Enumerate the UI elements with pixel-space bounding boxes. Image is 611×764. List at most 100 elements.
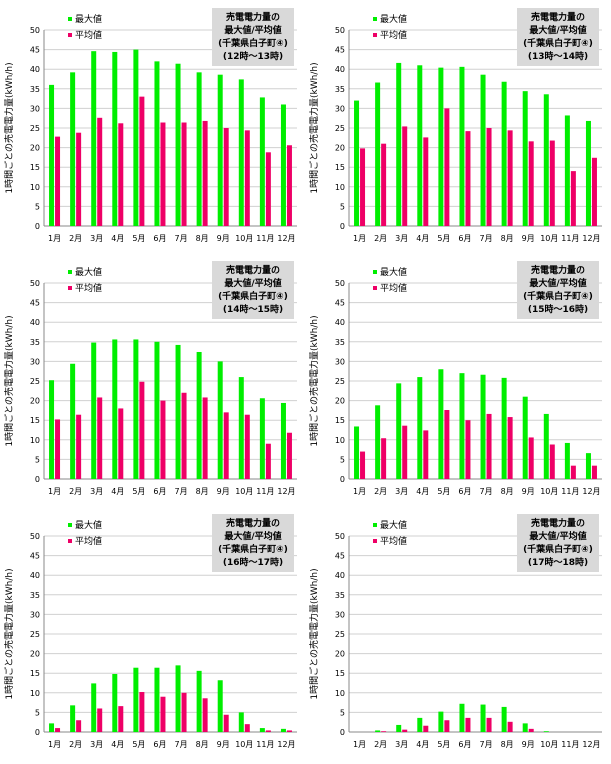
y-tick-label: 40 xyxy=(30,318,40,327)
y-tick-label: 25 xyxy=(335,377,345,386)
bar-avg-6 xyxy=(465,717,471,732)
bar-avg-10 xyxy=(549,140,555,226)
legend-swatch xyxy=(373,286,377,290)
y-tick-label: 40 xyxy=(335,318,345,327)
bar-avg-4 xyxy=(118,123,124,226)
y-tick-label: 25 xyxy=(335,630,345,639)
chart-title-line: (15時～16時) xyxy=(528,303,588,315)
x-tick-label: 7月 xyxy=(174,487,187,496)
y-tick-label: 20 xyxy=(335,650,345,659)
x-tick-label: 6月 xyxy=(153,487,166,496)
x-tick-label: 4月 xyxy=(111,487,124,496)
bar-max-10 xyxy=(238,712,244,732)
bar-max-3 xyxy=(396,62,402,226)
y-tick-label: 50 xyxy=(335,532,345,541)
bar-avg-9 xyxy=(223,128,229,226)
chart-title-line: 最大値/平均値 xyxy=(224,530,281,542)
x-tick-label: 3月 xyxy=(395,740,408,749)
x-tick-label: 4月 xyxy=(416,487,429,496)
chart-title-line: (千葉県白子町④) xyxy=(523,37,593,49)
bar-max-10 xyxy=(238,79,244,226)
bar-avg-9 xyxy=(528,141,534,226)
legend-label: 最大値 xyxy=(75,519,102,531)
legend-label: 平均値 xyxy=(380,29,407,41)
x-tick-label: 1月 xyxy=(353,740,366,749)
x-tick-label: 9月 xyxy=(522,234,535,243)
legend-swatch xyxy=(68,286,72,290)
bar-max-7 xyxy=(480,704,486,732)
y-axis-title: 1時間ごとの売電電力量(kWh/h) xyxy=(308,568,320,699)
bar-max-9 xyxy=(522,91,528,226)
bar-max-10 xyxy=(543,731,549,732)
x-tick-label: 5月 xyxy=(132,487,145,496)
bar-max-3 xyxy=(396,383,402,479)
bar-max-11 xyxy=(259,728,265,732)
y-tick-label: 35 xyxy=(335,338,345,347)
y-tick-label: 45 xyxy=(335,46,345,55)
y-tick-label: 0 xyxy=(35,222,40,231)
bar-max-2 xyxy=(375,405,381,479)
x-tick-label: 7月 xyxy=(479,234,492,243)
bar-max-5 xyxy=(133,667,139,732)
x-tick-label: 2月 xyxy=(69,487,82,496)
legend-label: 平均値 xyxy=(380,535,407,547)
x-tick-label: 8月 xyxy=(196,487,209,496)
chart-3: 0 5 10 15 20 25 30 35 40 45 50 1時間ごとの売電電力量(kWh/h) 1月… xyxy=(3,261,297,496)
y-tick-label: 40 xyxy=(30,571,40,580)
bar-max-7 xyxy=(480,74,486,226)
bar-avg-9 xyxy=(528,728,534,732)
bar-avg-2 xyxy=(381,438,387,479)
bar-max-5 xyxy=(438,67,444,226)
bar-avg-2 xyxy=(76,414,82,479)
chart-title-line: 売電電力量の xyxy=(226,517,280,529)
bar-avg-9 xyxy=(223,412,229,479)
bar-avg-1 xyxy=(55,419,61,479)
bar-max-6 xyxy=(154,61,160,226)
bar-max-1 xyxy=(354,426,360,479)
legend-label: 最大値 xyxy=(75,13,102,25)
bar-avg-12 xyxy=(286,432,292,479)
bar-avg-4 xyxy=(118,408,124,479)
chart-4: 0 5 10 15 20 25 30 35 40 45 50 1時間ごとの売電電力量(kWh/h) 1月… xyxy=(308,261,602,496)
y-tick-label: 15 xyxy=(30,669,40,678)
x-tick-label: 12月 xyxy=(582,740,600,749)
bar-avg-7 xyxy=(486,413,492,479)
y-tick-label: 10 xyxy=(30,183,40,192)
bar-max-6 xyxy=(154,667,160,732)
bar-max-12 xyxy=(280,104,286,226)
y-tick-label: 30 xyxy=(335,104,345,113)
chart-title-line: 売電電力量の xyxy=(226,11,280,23)
legend-label: 平均値 xyxy=(75,29,102,41)
bar-max-5 xyxy=(133,339,139,479)
y-tick-label: 25 xyxy=(30,630,40,639)
bar-max-4 xyxy=(417,65,423,226)
chart-title-line: 最大値/平均値 xyxy=(529,24,586,36)
chart-title-line: 最大値/平均値 xyxy=(224,277,281,289)
chart-title-line: (13時～14時) xyxy=(528,50,588,62)
bar-max-9 xyxy=(522,723,528,732)
legend-label: 最大値 xyxy=(75,266,102,278)
x-tick-label: 7月 xyxy=(479,487,492,496)
bar-max-1 xyxy=(354,100,360,226)
title-box xyxy=(212,8,294,66)
bar-avg-4 xyxy=(423,430,429,479)
bar-max-6 xyxy=(154,341,160,479)
bar-max-11 xyxy=(564,442,570,479)
x-tick-label: 8月 xyxy=(501,740,514,749)
bar-max-2 xyxy=(375,730,381,732)
x-tick-label: 8月 xyxy=(196,740,209,749)
bar-max-6 xyxy=(459,703,465,732)
y-tick-label: 50 xyxy=(30,532,40,541)
y-tick-label: 0 xyxy=(35,728,40,737)
chart-title-line: (千葉県白子町④) xyxy=(218,37,288,49)
bar-avg-1 xyxy=(360,451,366,479)
y-tick-label: 30 xyxy=(335,357,345,366)
bar-max-12 xyxy=(585,453,591,479)
legend-swatch xyxy=(68,270,72,274)
title-box xyxy=(212,514,294,572)
x-tick-label: 3月 xyxy=(395,234,408,243)
chart-title-line: (12時～13時) xyxy=(223,50,283,62)
x-tick-label: 1月 xyxy=(48,234,61,243)
bar-max-10 xyxy=(543,94,549,227)
bar-avg-12 xyxy=(591,465,597,479)
